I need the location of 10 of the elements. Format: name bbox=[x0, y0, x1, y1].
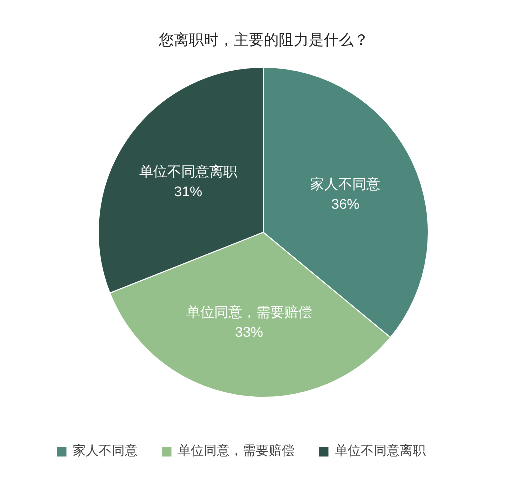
legend-label: 家人不同意 bbox=[73, 442, 138, 460]
slice-label: 单位不同意离职 bbox=[139, 163, 238, 180]
slice-label: 单位同意，需要赔偿 bbox=[186, 304, 312, 320]
data-label: 36% bbox=[332, 196, 360, 212]
chart-title: 您离职时，主要的阻力是什么？ bbox=[158, 32, 369, 49]
data-label: 31% bbox=[174, 183, 202, 200]
data-label: 33% bbox=[235, 324, 264, 340]
legend-label: 单位同意，需要赔偿 bbox=[178, 442, 295, 460]
slice-label: 家人不同意 bbox=[310, 176, 381, 192]
legend-label: 单位不同意离职 bbox=[335, 442, 426, 460]
